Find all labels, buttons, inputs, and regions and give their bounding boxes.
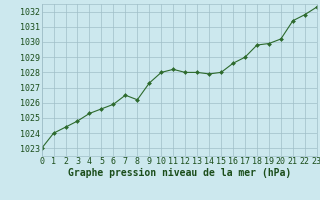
X-axis label: Graphe pression niveau de la mer (hPa): Graphe pression niveau de la mer (hPa) bbox=[68, 168, 291, 178]
